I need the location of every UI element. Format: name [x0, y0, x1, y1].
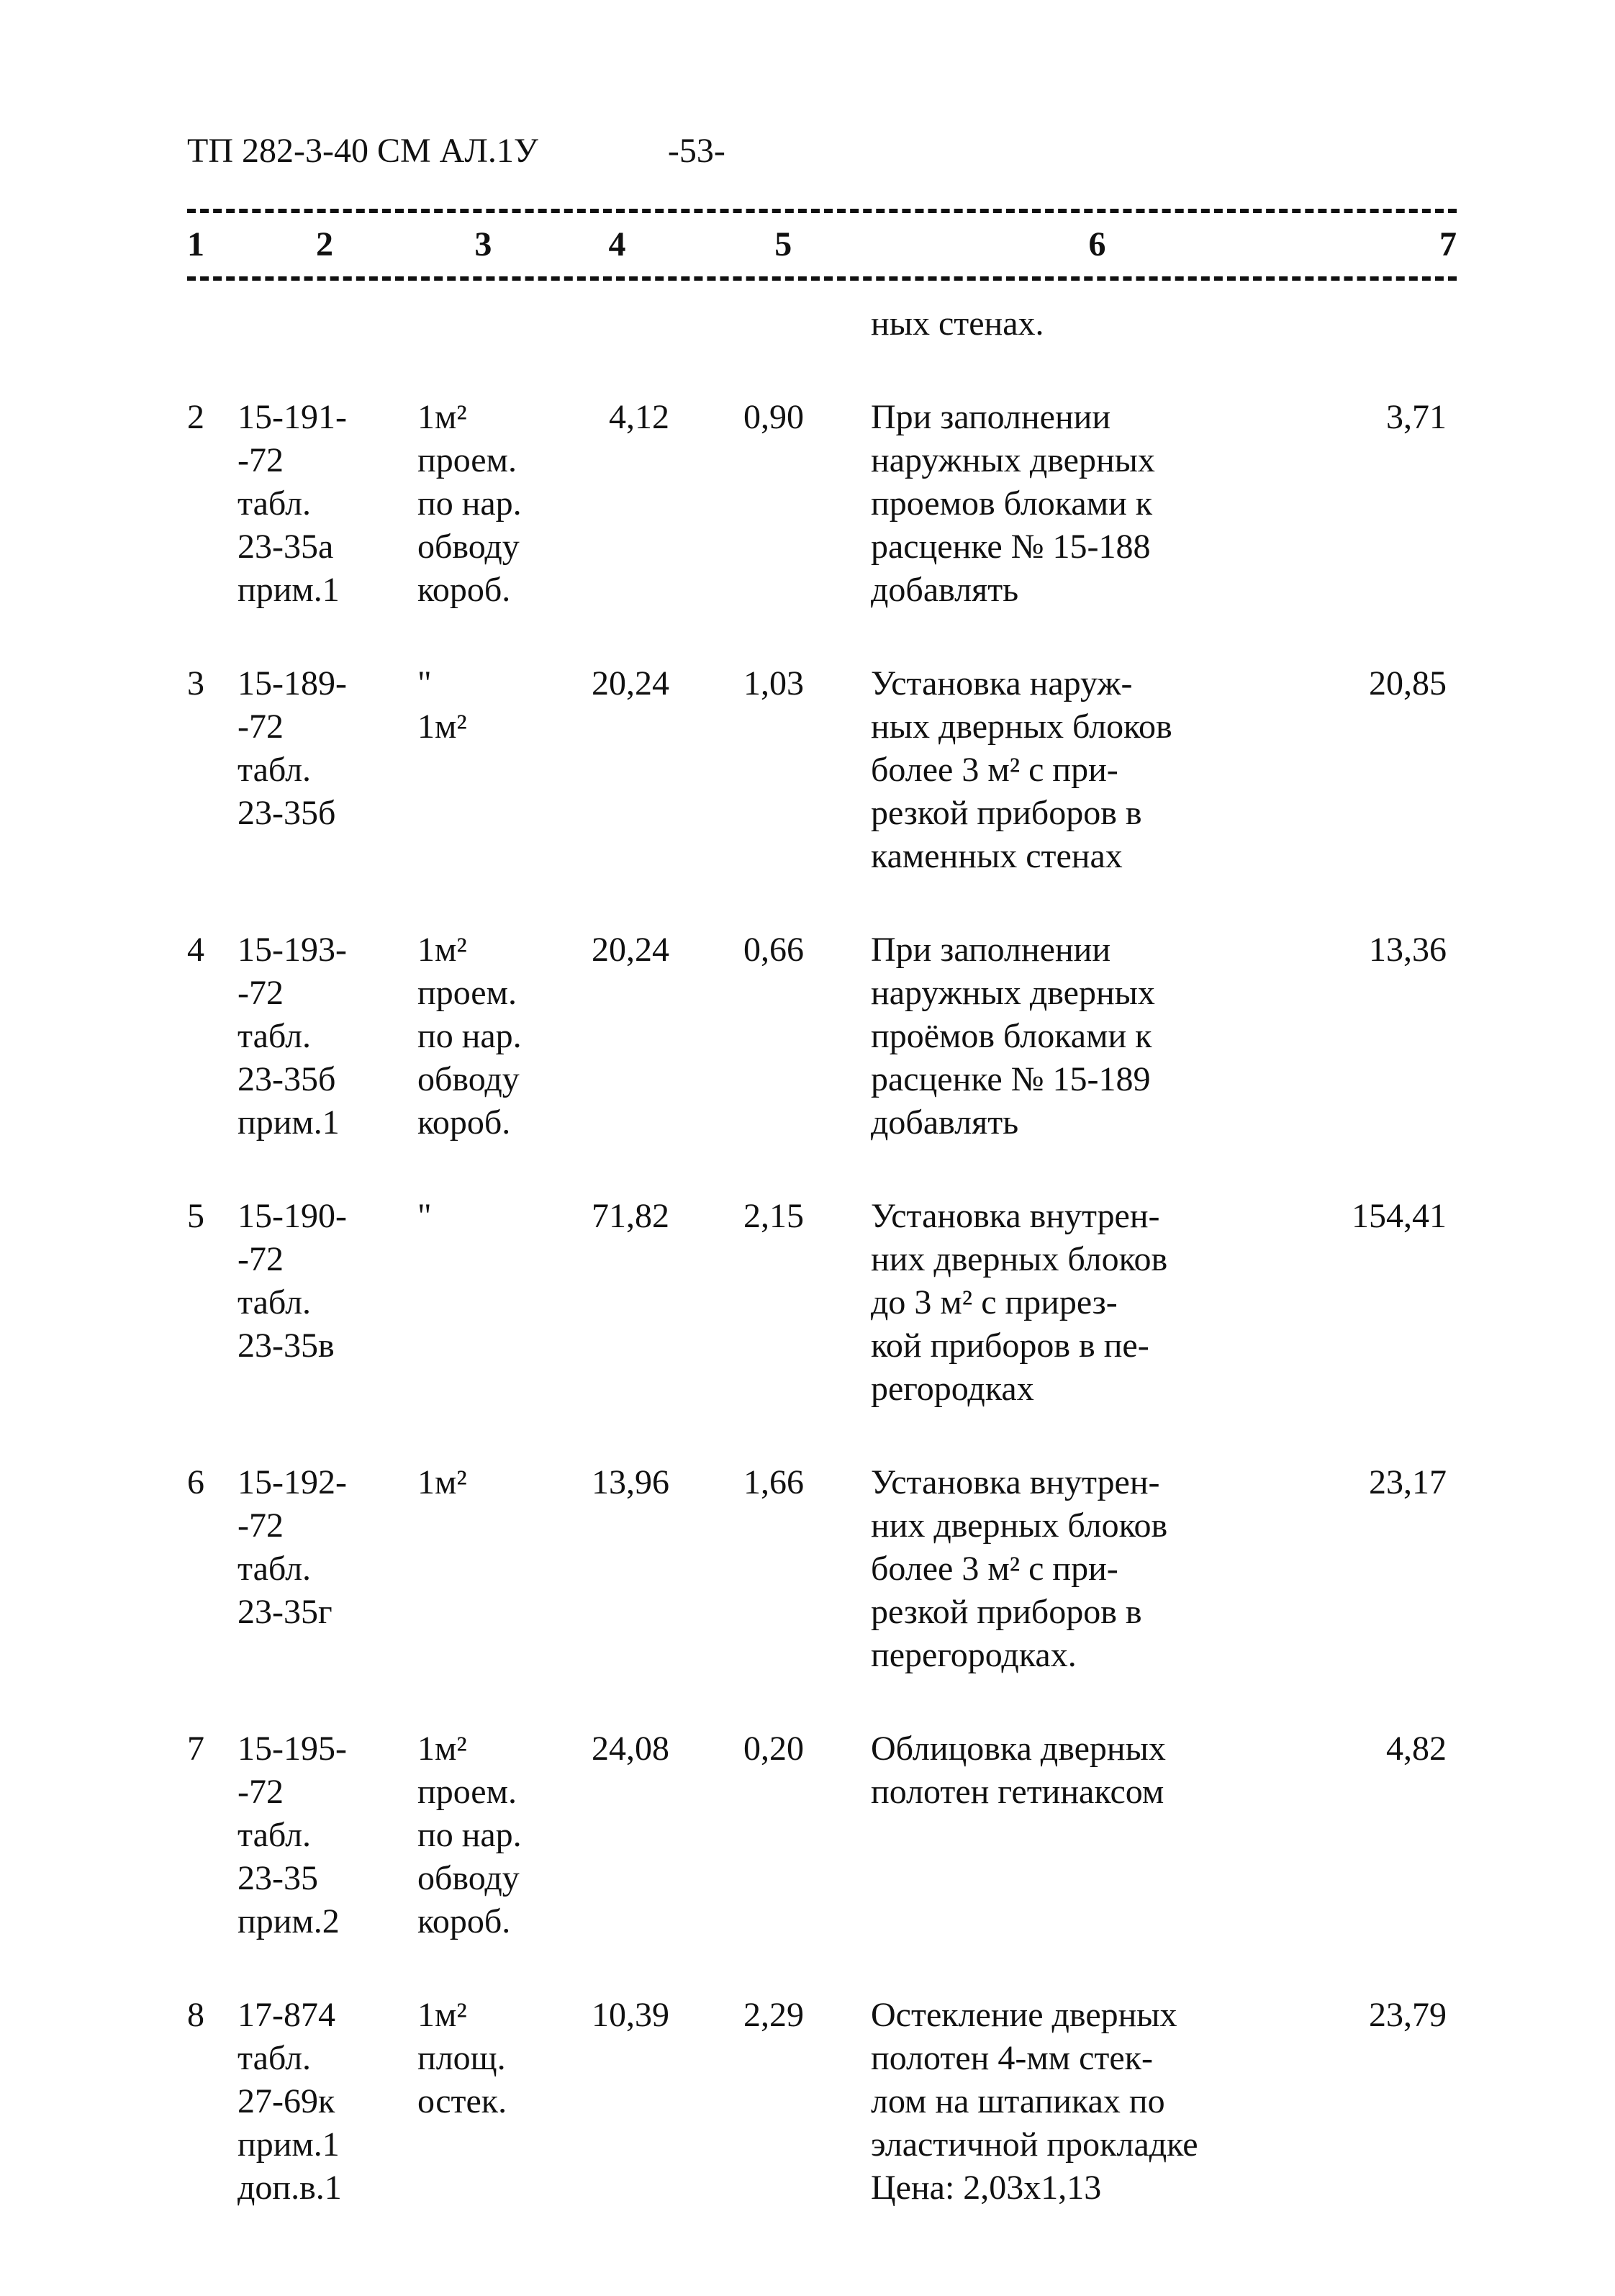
row-number: 7 [187, 1727, 238, 1771]
row-value-7: 23,79 [1303, 1994, 1447, 2037]
row-unit: 1м² площ. остек. [417, 1994, 561, 2123]
row-reference: 15-191- -72 табл. 23-35а прим.1 [238, 396, 417, 612]
row-reference: 15-189- -72 табл. 23-35б [238, 662, 417, 835]
table-row: 3 15-189- -72 табл. 23-35б " 1м² 20,24 1… [187, 662, 1457, 878]
page-header: ТП 282-3-40 СМ АЛ.1У -53- [187, 130, 1457, 173]
row-unit: 1м² проем. по нар. обводу короб. [417, 1727, 561, 1943]
row-unit: " [417, 1195, 561, 1238]
col-header-1: 1 [187, 223, 237, 266]
row-reference: 15-195- -72 табл. 23-35 прим.2 [238, 1727, 417, 1943]
row-value-5: 1,66 [691, 1461, 856, 1504]
row-unit: 1м² [417, 1461, 561, 1504]
row-value-7: 20,85 [1303, 662, 1447, 705]
row-reference: 15-193- -72 табл. 23-35б прим.1 [238, 928, 417, 1144]
row-value-4: 4,12 [561, 396, 691, 439]
table-row: 2 15-191- -72 табл. 23-35а прим.1 1м² пр… [187, 396, 1457, 612]
row-number: 6 [187, 1461, 238, 1504]
row-value-4: 24,08 [561, 1727, 691, 1771]
row-value-4: 10,39 [561, 1994, 691, 2037]
column-headers: 1 2 3 4 5 6 7 [187, 223, 1457, 266]
row-value-5: 1,03 [691, 662, 856, 705]
row-value-4: 71,82 [561, 1195, 691, 1238]
row-value-7: 154,41 [1303, 1195, 1447, 1238]
continuation-row: ных стенах. [187, 302, 1457, 345]
doc-code: ТП 282-3-40 СМ АЛ.1У [187, 130, 538, 173]
divider-top [187, 209, 1457, 213]
row-value-7: 23,17 [1303, 1461, 1447, 1504]
row-value-4: 20,24 [561, 928, 691, 972]
col-header-3: 3 [412, 223, 553, 266]
row-value-4: 20,24 [561, 662, 691, 705]
row-number: 2 [187, 396, 238, 439]
continuation-text: ных стенах. [856, 302, 1303, 345]
col-header-6: 6 [864, 223, 1316, 266]
row-value-4: 13,96 [561, 1461, 691, 1504]
row-number: 3 [187, 662, 238, 705]
row-unit: 1м² проем. по нар. обводу короб. [417, 928, 561, 1144]
row-reference: 17-874 табл. 27-69к прим.1 доп.в.1 [238, 1994, 417, 2210]
col-header-4: 4 [553, 223, 702, 266]
row-description: Установка внутрен- них дверных блоков до… [856, 1195, 1303, 1411]
table-row: 8 17-874 табл. 27-69к прим.1 доп.в.1 1м²… [187, 1994, 1457, 2210]
row-value-7: 3,71 [1303, 396, 1447, 439]
document-page: ТП 282-3-40 СМ АЛ.1У -53- 1 2 3 4 5 6 7 … [0, 0, 1615, 2296]
table-row: 6 15-192- -72 табл. 23-35г 1м² 13,96 1,6… [187, 1461, 1457, 1677]
row-description: Остекление дверных полотен 4-мм стек- ло… [856, 1994, 1303, 2210]
table-row: 7 15-195- -72 табл. 23-35 прим.2 1м² про… [187, 1727, 1457, 1943]
row-value-7: 4,82 [1303, 1727, 1447, 1771]
data-table: ных стенах. 2 15-191- -72 табл. 23-35а п… [187, 302, 1457, 2210]
row-value-5: 0,90 [691, 396, 856, 439]
page-number: -53- [668, 130, 725, 173]
table-row: 4 15-193- -72 табл. 23-35б прим.1 1м² пр… [187, 928, 1457, 1144]
row-value-7: 13,36 [1303, 928, 1447, 972]
row-value-5: 0,20 [691, 1727, 856, 1771]
row-value-5: 2,15 [691, 1195, 856, 1238]
row-description: При заполнении наружных дверных проёмов … [856, 928, 1303, 1144]
row-number: 5 [187, 1195, 238, 1238]
row-description: Облицовка дверных полотен гетинаксом [856, 1727, 1303, 1814]
table-row: 5 15-190- -72 табл. 23-35в " 71,82 2,15 … [187, 1195, 1457, 1411]
row-reference: 15-192- -72 табл. 23-35г [238, 1461, 417, 1634]
row-reference: 15-190- -72 табл. 23-35в [238, 1195, 417, 1368]
row-value-5: 2,29 [691, 1994, 856, 2037]
row-unit: " 1м² [417, 662, 561, 749]
row-unit: 1м² проем. по нар. обводу короб. [417, 396, 561, 612]
divider-under-headers [187, 276, 1457, 281]
row-number: 4 [187, 928, 238, 972]
row-description: Установка внутрен- них дверных блоков бо… [856, 1461, 1303, 1677]
col-header-2: 2 [237, 223, 413, 266]
row-description: Установка наруж- ных дверных блоков боле… [856, 662, 1303, 878]
row-description: При заполнении наружных дверных проемов … [856, 396, 1303, 612]
row-value-5: 0,66 [691, 928, 856, 972]
row-number: 8 [187, 1994, 238, 2037]
col-header-5: 5 [702, 223, 864, 266]
col-header-7: 7 [1316, 223, 1457, 266]
